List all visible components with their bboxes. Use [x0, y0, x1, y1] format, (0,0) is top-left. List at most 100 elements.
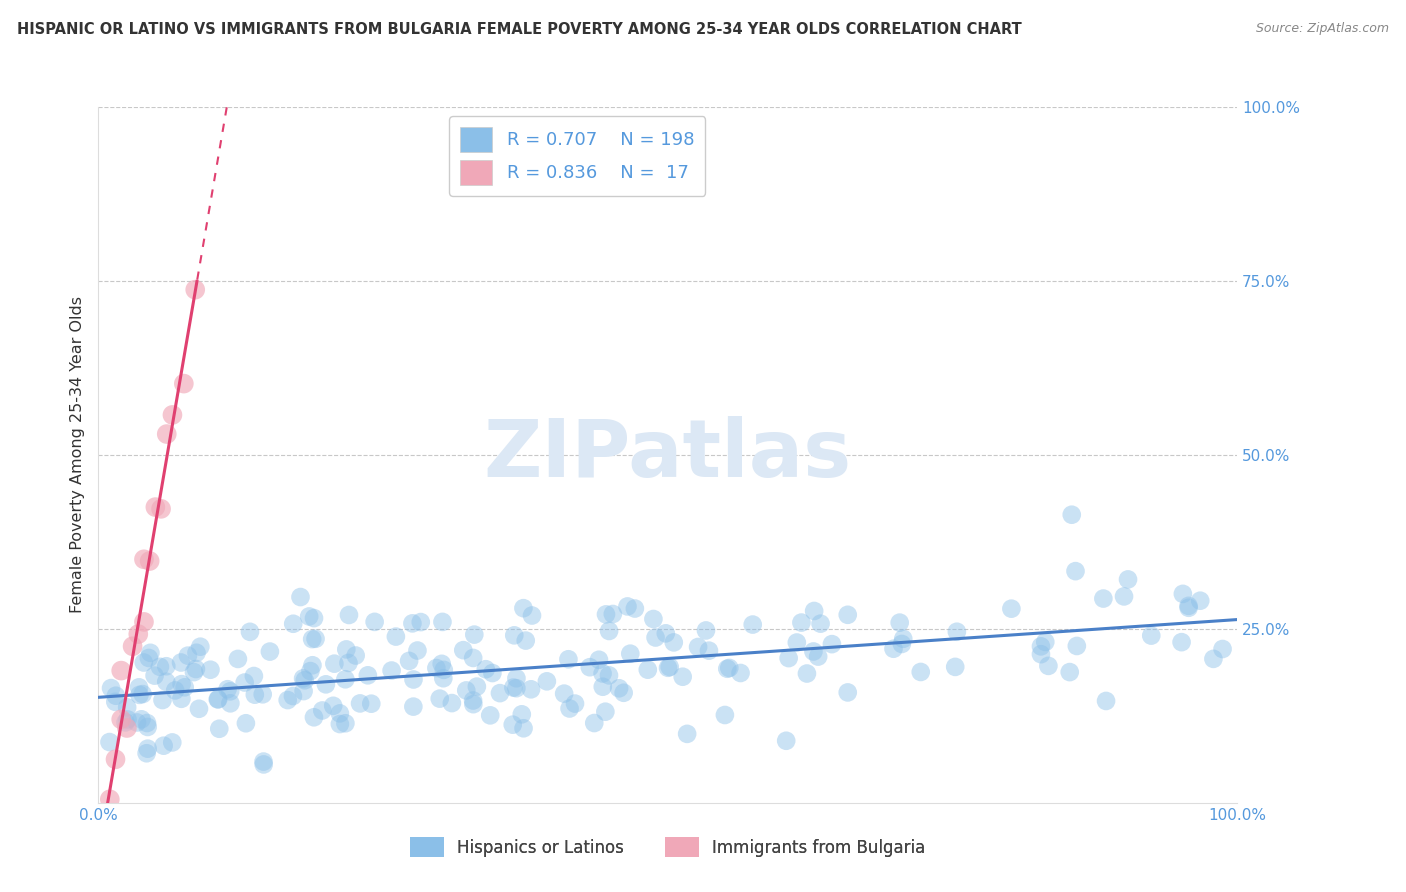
Point: [644, 631, 666, 645]
Point: [1112, 590, 1135, 604]
Point: [156, 427, 179, 442]
Point: [138, 554, 160, 568]
Point: [322, 698, 344, 713]
Point: [595, 607, 617, 622]
Point: [125, 715, 148, 730]
Point: [821, 637, 844, 651]
Point: [440, 696, 463, 710]
Point: [882, 641, 904, 656]
Point: [1029, 647, 1052, 661]
Point: [253, 757, 276, 772]
Point: [1066, 639, 1088, 653]
Point: [402, 699, 425, 714]
Point: [456, 683, 478, 698]
Point: [385, 630, 408, 644]
Point: [1202, 652, 1225, 666]
Point: [115, 700, 138, 714]
Point: [520, 682, 543, 697]
Point: [578, 660, 600, 674]
Point: [98, 735, 121, 749]
Point: [131, 687, 153, 701]
Point: [402, 673, 425, 687]
Point: [520, 608, 543, 623]
Point: [406, 643, 429, 657]
Point: [207, 692, 229, 706]
Point: [453, 643, 475, 657]
Point: [138, 651, 160, 665]
Point: [145, 500, 167, 514]
Point: [283, 616, 305, 631]
Point: [672, 670, 695, 684]
Point: [891, 632, 914, 646]
Point: [152, 739, 174, 753]
Point: [117, 713, 139, 727]
Point: [557, 652, 579, 666]
Point: [837, 685, 859, 699]
Point: [162, 408, 184, 422]
Point: [1177, 599, 1199, 613]
Point: [277, 693, 299, 707]
Point: [1189, 593, 1212, 607]
Point: [155, 674, 177, 689]
Point: [1038, 659, 1060, 673]
Point: [592, 666, 614, 681]
Point: [360, 697, 382, 711]
Point: [139, 646, 162, 660]
Point: [252, 755, 274, 769]
Point: [409, 615, 432, 629]
Point: [208, 722, 231, 736]
Point: [943, 660, 966, 674]
Point: [1116, 573, 1139, 587]
Point: [344, 648, 367, 663]
Point: [489, 686, 512, 700]
Point: [152, 693, 174, 707]
Point: [553, 687, 575, 701]
Point: [778, 651, 800, 665]
Point: [136, 741, 159, 756]
Point: [121, 639, 143, 653]
Point: [1064, 564, 1087, 578]
Point: [515, 633, 537, 648]
Point: [311, 703, 333, 717]
Point: [135, 746, 157, 760]
Point: [302, 611, 325, 625]
Point: [149, 660, 172, 674]
Point: [252, 687, 274, 701]
Point: [136, 716, 159, 731]
Point: [302, 710, 325, 724]
Point: [401, 616, 423, 631]
Point: [432, 671, 454, 685]
Point: [301, 658, 323, 673]
Point: [127, 627, 149, 641]
Point: [512, 601, 534, 615]
Point: [150, 501, 173, 516]
Point: [104, 689, 127, 703]
Point: [910, 665, 932, 679]
Point: [131, 712, 153, 726]
Point: [463, 693, 485, 707]
Point: [425, 661, 447, 675]
Point: [662, 635, 685, 649]
Point: [510, 707, 533, 722]
Point: [188, 702, 211, 716]
Point: [807, 649, 830, 664]
Point: [616, 599, 638, 614]
Point: [1170, 635, 1192, 649]
Point: [104, 752, 127, 766]
Point: [299, 664, 322, 678]
Point: [398, 654, 420, 668]
Point: [114, 715, 136, 730]
Point: [136, 720, 159, 734]
Point: [173, 376, 195, 391]
Point: [170, 691, 193, 706]
Point: [433, 663, 456, 677]
Point: [335, 716, 357, 731]
Point: [786, 635, 808, 649]
Point: [716, 662, 738, 676]
Point: [643, 612, 665, 626]
Point: [889, 615, 911, 630]
Point: [837, 607, 859, 622]
Point: [790, 615, 813, 630]
Point: [337, 656, 360, 670]
Point: [503, 628, 526, 642]
